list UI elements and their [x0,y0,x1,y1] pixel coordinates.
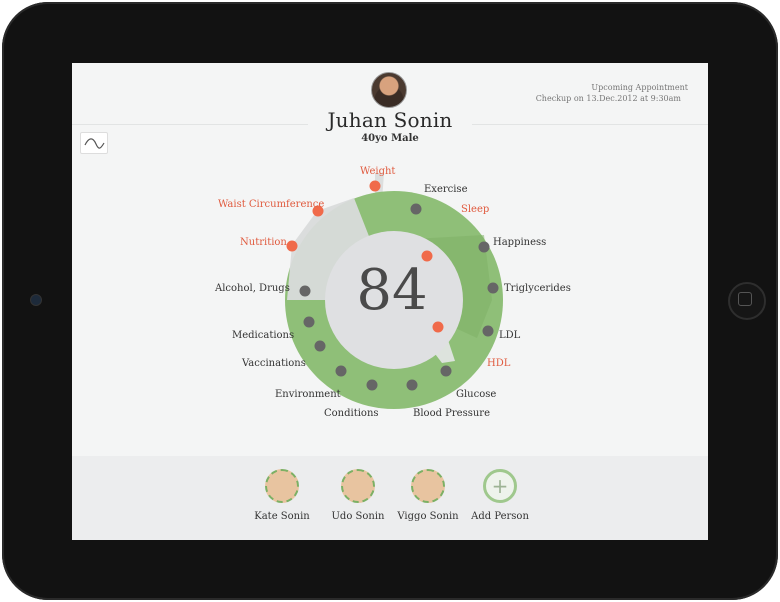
family-member-name: Kate Sonin [254,511,310,522]
camera-icon [30,294,42,306]
appointment-detail[interactable]: Checkup on 13.Dec.2012 at 9:30am [535,94,681,103]
app-screen: Juhan Sonin 40yo Male Upcoming Appointme… [72,63,708,540]
home-button[interactable] [728,282,766,320]
family-member-name: Viggo Sonin [397,511,459,522]
add-person-label: Add Person [471,511,529,522]
metric-label-medications[interactable]: Medications [232,330,295,341]
patient-name: Juhan Sonin [308,108,472,132]
metric-label-happiness[interactable]: Happiness [493,237,547,248]
home-square-icon [738,292,752,306]
metric-dot-environment[interactable] [335,365,347,377]
metric-label-environment[interactable]: Environment [275,389,341,400]
family-bar: Kate Sonin Udo Sonin Viggo Sonin + Add P… [72,456,708,540]
metric-label-conditions[interactable]: Conditions [324,408,379,419]
avatar [341,469,375,503]
metric-dot-glucose[interactable] [440,365,452,377]
metric-dot-waist[interactable] [312,205,324,217]
health-score-wheel [285,173,503,409]
plus-icon: + [491,474,509,498]
metric-label-ldl[interactable]: LDL [499,330,521,341]
health-score-value: 84 [356,258,428,323]
metric-dot-alcohol[interactable] [299,285,311,297]
metric-dot-weight[interactable] [369,180,381,192]
metric-label-triglycerides[interactable]: Triglycerides [504,283,571,294]
metric-label-glucose[interactable]: Glucose [456,389,497,400]
metric-dot-happiness[interactable] [478,241,490,253]
score-center [325,231,463,369]
metric-dot-medications[interactable] [303,316,315,328]
metric-dot-ldl[interactable] [482,325,494,337]
metric-dot-hdl[interactable] [432,321,444,333]
metric-label-nutrition[interactable]: Nutrition [240,237,287,248]
metric-label-exercise[interactable]: Exercise [424,184,468,195]
family-member-name: Udo Sonin [331,511,385,522]
metric-dot-blood-pressure[interactable] [406,379,418,391]
metric-label-sleep[interactable]: Sleep [461,204,490,215]
profile-avatar[interactable] [371,72,407,108]
metric-dot-sleep[interactable] [421,250,433,262]
add-person-circle: + [483,469,517,503]
metric-label-waist[interactable]: Waist Circumference [218,199,325,210]
family-member-udo[interactable]: Udo Sonin [320,469,396,522]
trend-line-icon [84,138,105,149]
metric-label-alcohol[interactable]: Alcohol, Drugs [215,283,290,294]
avatar [411,469,445,503]
metric-label-weight[interactable]: Weight [360,166,396,177]
family-member-viggo[interactable]: Viggo Sonin [390,469,466,522]
avatar [265,469,299,503]
metric-label-vaccinations[interactable]: Vaccinations [242,358,306,369]
patient-subtitle: 40yo Male [361,133,419,144]
metric-dot-conditions[interactable] [366,379,378,391]
family-member-kate[interactable]: Kate Sonin [244,469,320,522]
metric-dot-nutrition[interactable] [286,240,298,252]
trend-button[interactable] [80,132,108,154]
metric-dot-exercise[interactable] [410,203,422,215]
add-person-button[interactable]: + Add Person [462,469,538,522]
metric-dot-vaccinations[interactable] [314,340,326,352]
metric-label-hdl[interactable]: HDL [487,358,511,369]
appointment-title: Upcoming Appointment [591,83,688,92]
metric-dot-triglycerides[interactable] [487,282,499,294]
metric-label-blood-pressure[interactable]: Blood Pressure [413,408,490,419]
